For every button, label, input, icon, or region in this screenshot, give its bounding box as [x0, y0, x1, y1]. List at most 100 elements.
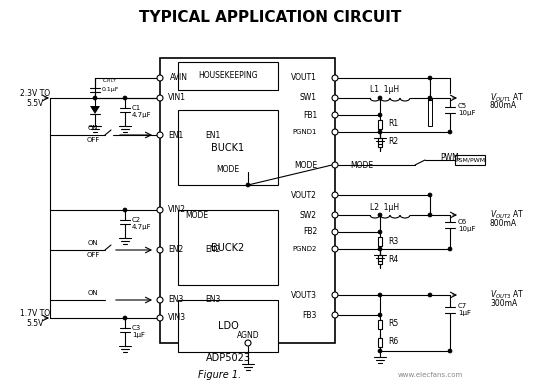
Text: 4.7μF: 4.7μF [132, 112, 152, 118]
Text: VIN3: VIN3 [168, 313, 186, 323]
Bar [378, 255, 382, 263]
Text: $C_{FILT}$: $C_{FILT}$ [102, 76, 118, 86]
Circle shape [157, 132, 163, 138]
Circle shape [157, 297, 163, 303]
Text: www.elecfans.com: www.elecfans.com [397, 372, 463, 378]
Bar [428, 98, 432, 126]
Circle shape [332, 229, 338, 235]
Text: ON: ON [87, 240, 98, 246]
Text: C5
10μF: C5 10μF [458, 104, 476, 116]
Text: 2.3V TO: 2.3V TO [20, 88, 50, 98]
Text: ON: ON [87, 290, 98, 296]
Circle shape [246, 183, 250, 187]
Circle shape [157, 75, 163, 81]
Text: AVIN: AVIN [170, 73, 188, 83]
Text: 4.7μF: 4.7μF [132, 224, 152, 230]
Bar [378, 119, 382, 129]
Bar [178, 210, 278, 285]
Circle shape [378, 96, 382, 100]
Circle shape [157, 95, 163, 101]
Circle shape [378, 247, 382, 251]
Text: FB2: FB2 [303, 227, 317, 237]
Circle shape [448, 349, 452, 353]
Bar [378, 319, 382, 328]
Circle shape [332, 212, 338, 218]
Text: VIN2: VIN2 [168, 205, 186, 215]
Text: 0.1μF: 0.1μF [102, 86, 119, 91]
Circle shape [93, 96, 97, 100]
Circle shape [378, 130, 382, 134]
Text: PSM/PWM: PSM/PWM [455, 157, 485, 162]
Text: OFF: OFF [86, 137, 100, 143]
Circle shape [123, 96, 127, 100]
Text: C6
10μF: C6 10μF [458, 218, 476, 232]
Text: $V_{OUT1}$ AT: $V_{OUT1}$ AT [490, 92, 524, 104]
Circle shape [448, 247, 452, 251]
Text: EN2: EN2 [168, 245, 183, 255]
Circle shape [332, 162, 338, 168]
Circle shape [245, 340, 251, 346]
Text: L1  1μH: L1 1μH [370, 86, 400, 94]
Bar [378, 237, 382, 245]
Circle shape [378, 230, 382, 234]
Text: C7
1μF: C7 1μF [458, 303, 471, 316]
Circle shape [332, 112, 338, 118]
Text: LDO: LDO [218, 321, 238, 331]
Text: AGND: AGND [237, 331, 259, 339]
Circle shape [157, 207, 163, 213]
Bar [178, 300, 278, 352]
Circle shape [378, 313, 382, 317]
Circle shape [378, 293, 382, 297]
Text: 800mA: 800mA [490, 101, 517, 111]
Circle shape [332, 312, 338, 318]
Circle shape [332, 292, 338, 298]
Text: 300mA: 300mA [490, 298, 517, 308]
Bar [378, 338, 382, 346]
Circle shape [378, 349, 382, 353]
Text: EN3: EN3 [205, 296, 220, 305]
Circle shape [332, 129, 338, 135]
Text: BUCK1: BUCK1 [212, 143, 245, 153]
Text: SW1: SW1 [300, 93, 317, 103]
Text: C3: C3 [132, 325, 141, 331]
Bar [178, 110, 278, 185]
Text: EN2: EN2 [205, 245, 220, 255]
Text: Figure 1.: Figure 1. [198, 370, 241, 380]
Circle shape [123, 208, 127, 212]
Text: EN1: EN1 [205, 131, 220, 139]
Text: R3: R3 [388, 237, 398, 245]
Text: PGND1: PGND1 [293, 129, 317, 135]
Text: R5: R5 [388, 319, 398, 328]
Circle shape [332, 95, 338, 101]
Text: 5.5V: 5.5V [26, 318, 44, 328]
Bar [178, 62, 278, 90]
Bar [378, 137, 382, 147]
Text: TYPICAL APPLICATION CIRCUIT: TYPICAL APPLICATION CIRCUIT [139, 10, 401, 25]
Text: ON: ON [87, 125, 98, 131]
Text: R2: R2 [388, 137, 398, 147]
Circle shape [428, 293, 432, 297]
Circle shape [332, 246, 338, 252]
Text: C1: C1 [132, 105, 141, 111]
Text: VIN1: VIN1 [168, 93, 186, 103]
Text: MODE: MODE [185, 210, 208, 220]
Circle shape [428, 96, 432, 100]
Text: MODE: MODE [350, 161, 373, 169]
Text: $V_{OUT3}$ AT: $V_{OUT3}$ AT [490, 289, 524, 301]
Text: VOUT2: VOUT2 [291, 190, 317, 200]
Text: R6: R6 [388, 338, 398, 346]
Bar [160, 58, 335, 343]
Text: 5.5V: 5.5V [26, 99, 44, 108]
Text: 800mA: 800mA [490, 218, 517, 227]
Text: HOUSEKEEPING: HOUSEKEEPING [198, 71, 258, 81]
Text: $V_{OUT2}$ AT: $V_{OUT2}$ AT [490, 209, 524, 221]
Text: R4: R4 [388, 255, 398, 263]
Text: 1μF: 1μF [132, 332, 145, 338]
Text: L2  1μH: L2 1μH [370, 202, 400, 212]
Circle shape [157, 247, 163, 253]
Text: MODE: MODE [294, 161, 317, 169]
Circle shape [428, 193, 432, 197]
Text: MODE: MODE [217, 166, 240, 174]
Circle shape [378, 213, 382, 217]
Circle shape [123, 316, 127, 320]
